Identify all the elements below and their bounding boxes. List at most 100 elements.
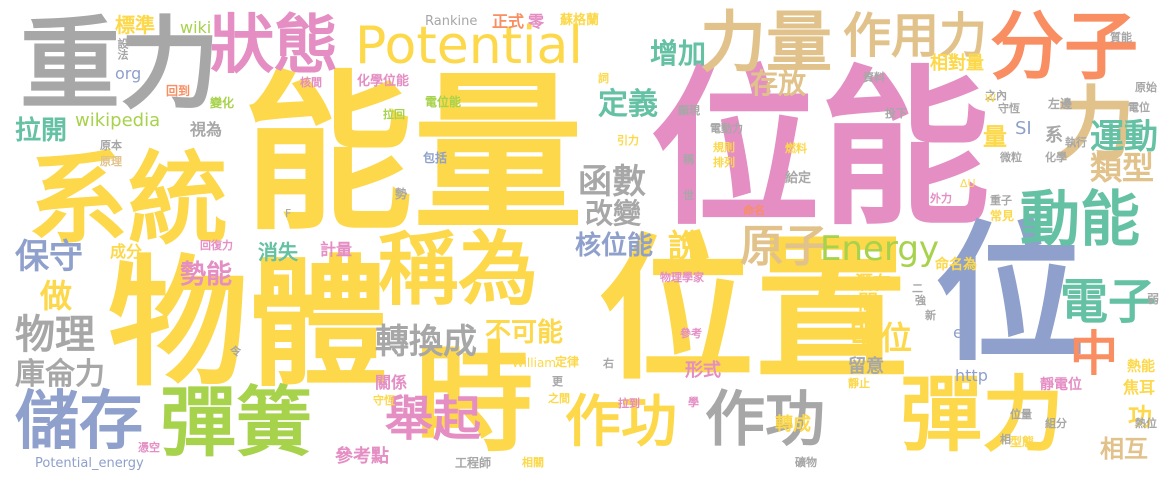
word-rankine: Rankine [425,14,478,29]
word-geiding: 給定 [785,171,812,186]
word-jingzhi: 靜止 [848,377,870,390]
word-zhinei: 之內 [985,89,1007,102]
word-zhijian: 之間 [548,392,570,405]
word-shineng: 勢能 [180,260,233,290]
word-zuoyongli: 作用力 [843,8,988,64]
word-heweineng: 核位能 [575,231,654,261]
word-guize: 規則 [713,141,735,154]
word-qianzai: 潛在 [855,273,891,294]
word-xiaoshi: 消失 [258,240,298,264]
word-bukeneng: 不可能 [485,318,564,348]
word-hejian: 核間 [300,76,322,89]
word-dinglv: 定律 [555,355,580,369]
word-ci: 詞 [598,72,609,85]
word-pingkong: 憑空 [138,441,160,454]
word-shefa: 設法 [116,38,129,60]
word-xiangduiliang: 相對量 [930,53,984,74]
word-hanshu: 函數 [578,162,646,202]
word-dongneng: 動能 [1020,185,1140,255]
word-gong: 功 [1128,403,1152,431]
word-cankao: 參考 [680,327,702,340]
word-xitong: 系統 [28,141,228,258]
word-waili: 外力 [930,192,952,205]
word-geng: 更 [552,375,563,388]
word-ziliao: 資料 [863,71,885,84]
word-ruo: 弱 [1147,292,1160,306]
word-dianweineng: 電位能 [425,95,462,109]
word-w: W [985,92,996,105]
word-er: 二 [912,282,923,295]
word-xianxian: 顯現 [678,104,700,117]
word-huifuli: 回復力 [200,239,233,252]
word-touxia: 投下 [885,107,907,120]
word-leixing: 類型 [1090,149,1155,187]
word-bianhua: 變化 [210,96,235,110]
word-shi3: 勢 [395,187,408,201]
word-zhong: 中 [1070,326,1119,382]
word-tanhuang: 彈簧 [160,378,312,467]
word-yundong: 運動 [1090,117,1158,157]
word-shuo: 說 [668,227,701,265]
word-baoshou: 保守 [15,237,83,277]
word-xi: 系 [1045,125,1063,146]
word-chengwei: 稱為 [378,223,538,316]
word-wikipedia: wikipedia [75,110,161,131]
word-william: William [512,356,556,370]
word-mingmingwei: 命名為 [935,257,977,273]
word-lakai: 拉開 [15,116,68,146]
word-yuanzi: 原子 [740,221,828,272]
word-wiki: wiki [180,18,212,37]
word-kulunli: 庫侖力 [15,357,105,392]
word-ling: 零 [528,12,545,31]
word-weineng: 位能 [650,51,991,249]
word-fenzi: 分子 [990,4,1138,90]
word-si: SI [1015,118,1032,139]
word-rewei: 熱位 [1135,417,1157,430]
word-lahui: 拉回 [383,108,405,121]
word-shouheng2: 守恆 [998,102,1020,115]
word-ling2: 令 [230,345,241,358]
word-jingdianwei: 靜電位 [1040,377,1082,393]
word-potential: Potential [355,16,583,76]
word-zengjia: 增加 [650,37,707,70]
word-zhineng: 質能 [1110,31,1132,44]
word-jian: 間 [858,290,878,314]
word-cheng: 稱 [683,153,694,166]
word-wuli: 物理 [15,312,95,358]
word-li: 力 [1055,78,1135,171]
word-shiwei: 視為 [190,120,223,139]
word-huidao: 回到 [166,84,191,98]
word-zufen: 組分 [1045,417,1067,430]
word-danwei: 單位 [848,319,913,357]
word-dingyi: 定義 [598,87,658,122]
word-xingshi: 形式 [685,360,721,381]
word-ranliao: 燃料 [785,142,807,155]
word-yuanshi: 原始 [1135,81,1157,94]
word-xin: 新 [925,309,936,322]
word-yuanben: 原本 [100,139,122,152]
word-mingming: 命名 [743,204,765,217]
word-deltau: ΔU [960,177,976,190]
word-zuobian: 左邊 [1048,97,1073,111]
word-weili: 微粒 [1000,151,1022,164]
word-liang: 量 [983,123,1007,151]
word-ladao: 拉到 [618,397,640,410]
word-sugelan: 蘇格蘭 [560,13,600,28]
word-shi: 時 [415,330,534,468]
word-f: F [285,207,292,220]
word-energy: Energy [820,229,940,269]
word-jiaoer: 焦耳 [1123,378,1156,397]
word-wulixuejia: 物理學家 [660,271,704,284]
word-jiliang: 計量 [320,240,353,259]
word-liuyi: 留意 [848,356,884,377]
word-yinli: 引力 [617,134,639,147]
word-cankaodian: 參考點 [335,446,389,467]
word-en: en [953,323,973,342]
word-baokuo: 包括 [423,151,448,165]
word-diandongli: 電動力 [710,122,743,135]
word-xiangguan: 相關 [522,456,544,469]
word-chucun: 儲存 [15,385,143,459]
word-changjian: 常見 [990,209,1015,223]
word-nengliang: 能量 [243,56,584,254]
word-wei: 位 [935,208,1086,382]
